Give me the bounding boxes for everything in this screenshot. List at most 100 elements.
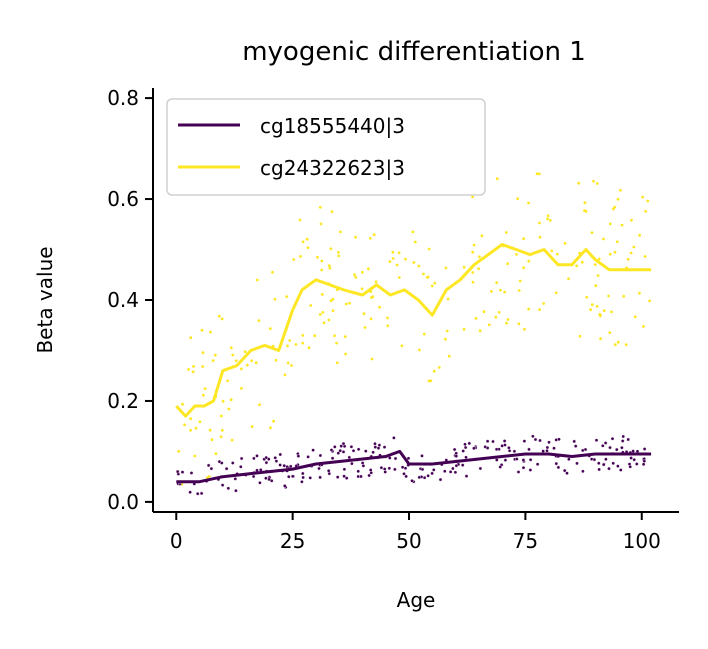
scatter-point-series-1 — [251, 474, 256, 479]
scatter-point-series-2 — [192, 365, 195, 368]
scatter-point-series-2 — [200, 328, 204, 332]
scatter-point-series-2 — [610, 310, 613, 314]
scatter-point-series-2 — [554, 291, 558, 295]
scatter-point-series-2 — [478, 255, 481, 259]
scatter-point-series-1 — [311, 448, 315, 452]
scatter-point-series-1 — [573, 444, 578, 448]
scatter-point-series-1 — [485, 446, 490, 450]
scatter-point-series-1 — [393, 467, 397, 472]
scatter-point-series-2 — [219, 435, 223, 439]
scatter-point-series-2 — [641, 195, 644, 199]
scatter-point-series-2 — [181, 402, 185, 406]
scatter-point-series-2 — [638, 233, 641, 237]
scatter-point-series-1 — [402, 471, 406, 476]
scatter-point-series-2 — [626, 257, 630, 261]
scatter-point-series-2 — [599, 337, 602, 341]
scatter-point-series-2 — [322, 321, 326, 325]
scatter-point-series-2 — [437, 366, 441, 369]
scatter-point-series-1 — [379, 465, 384, 470]
scatter-point-series-1 — [581, 469, 585, 474]
scatter-point-series-2 — [372, 233, 376, 237]
scatter-point-series-2 — [602, 309, 606, 312]
scatter-point-series-1 — [338, 448, 343, 453]
scatter-point-series-1 — [361, 464, 366, 468]
scatter-point-series-1 — [611, 461, 616, 466]
scatter-point-series-2 — [374, 280, 378, 284]
scatter-point-series-2 — [319, 222, 323, 226]
scatter-point-series-2 — [301, 240, 305, 244]
scatter-point-series-1 — [567, 457, 571, 462]
scatter-point-series-2 — [201, 365, 205, 368]
scatter-point-series-1 — [356, 469, 361, 474]
scatter-point-series-2 — [245, 363, 249, 367]
scatter-point-series-1 — [220, 483, 225, 487]
scatter-point-series-2 — [269, 426, 272, 430]
scatter-point-series-1 — [342, 467, 347, 472]
scatter-point-series-2 — [578, 334, 582, 338]
trend-lines — [175, 243, 652, 484]
scatter-point-series-1 — [541, 449, 545, 453]
scatter-point-series-2 — [220, 317, 224, 321]
scatter-point-series-2 — [288, 339, 292, 342]
scatter-point-series-2 — [210, 438, 214, 442]
scatter-point-series-1 — [267, 477, 271, 482]
scatter-point-series-2 — [329, 299, 333, 303]
scatter-point-series-1 — [296, 454, 301, 458]
scatter-point-series-1 — [610, 436, 615, 441]
scatter-point-series-1 — [515, 457, 519, 461]
scatter-point-series-2 — [490, 290, 493, 293]
scatter-point-series-1 — [628, 464, 633, 469]
scatter-point-series-1 — [373, 445, 378, 449]
scatter-point-series-1 — [252, 456, 256, 461]
scatter-point-series-2 — [220, 414, 223, 418]
scatter-point-series-1 — [332, 445, 337, 449]
x-tick-label: 75 — [513, 529, 538, 553]
scatter-point-series-1 — [420, 467, 425, 472]
scatter-point-series-1 — [507, 448, 512, 453]
scatter-point-series-2 — [386, 316, 389, 320]
scatter-point-series-1 — [403, 466, 408, 471]
scatter-point-series-1 — [615, 447, 619, 452]
scatter-point-series-1 — [507, 445, 511, 450]
x-axis: 0 25 50 75 100 — [153, 511, 679, 553]
scatter-point-series-1 — [410, 478, 414, 483]
scatter-point-series-2 — [612, 207, 615, 211]
scatter-point-series-1 — [387, 466, 392, 471]
scatter-point-series-2 — [598, 313, 602, 317]
y-axis: 0.0 0.2 0.4 0.6 0.8 — [107, 86, 154, 514]
scatter-point-series-1 — [308, 476, 313, 480]
scatter-point-series-2 — [495, 281, 499, 284]
scatter-point-series-2 — [613, 343, 617, 347]
scatter-point-series-2 — [629, 251, 633, 255]
x-tick-label: 50 — [396, 529, 421, 553]
scatter-point-series-2 — [471, 271, 475, 274]
scatter-point-series-2 — [335, 361, 339, 365]
scatter-point-series-1 — [199, 491, 204, 496]
scatter-point-series-2 — [577, 181, 581, 185]
scatter-point-series-2 — [271, 270, 274, 274]
scatter-point-series-1 — [264, 455, 269, 460]
scatter-point-series-2 — [499, 288, 502, 292]
scatter-point-series-1 — [491, 439, 495, 444]
scatter-point-series-1 — [430, 471, 434, 476]
scatter-point-series-2 — [563, 242, 567, 245]
scatter-point-series-2 — [397, 276, 401, 279]
scatter-point-series-2 — [590, 231, 594, 235]
scatter-point-series-2 — [187, 368, 191, 371]
scatter-point-series-2 — [220, 428, 224, 432]
scatter-point-series-2 — [386, 324, 390, 328]
scatter-point-series-2 — [446, 297, 450, 301]
scatter-point-series-1 — [392, 436, 396, 440]
scatter-point-series-1 — [282, 463, 287, 468]
scatter-point-series-2 — [274, 358, 278, 362]
scatter-point-series-2 — [444, 337, 447, 341]
scatter-point-series-1 — [422, 475, 427, 480]
scatter-point-series-1 — [565, 471, 569, 476]
scatter-point-series-1 — [620, 445, 624, 450]
scatter-point-series-2 — [229, 346, 233, 350]
scatter-point-series-2 — [286, 361, 290, 365]
scatter-point-series-2 — [331, 297, 335, 301]
scatter-point-series-1 — [562, 468, 567, 473]
scatter-point-series-2 — [234, 359, 238, 363]
scatter-point-series-2 — [555, 252, 559, 256]
